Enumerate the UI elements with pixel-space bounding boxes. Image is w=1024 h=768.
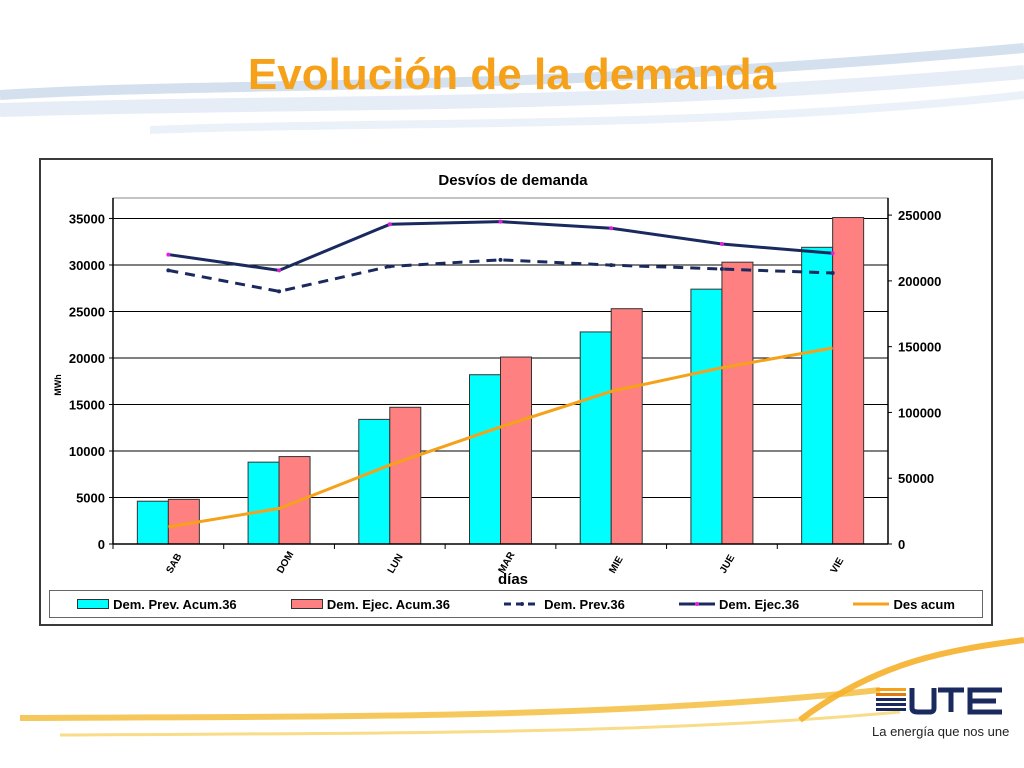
legend-swatch-des-acum xyxy=(853,602,890,606)
bar-dem-ejec-acum-36-jue xyxy=(721,261,754,545)
bar-dem-prev-acum-36-mie xyxy=(579,331,612,545)
bar-dem-prev-acum-36-vie xyxy=(801,246,834,545)
legend-swatch-ejec-acum xyxy=(290,599,323,609)
slide-title: Evolución de la demanda xyxy=(247,50,777,99)
point-dem-prev-36-lun xyxy=(387,264,392,269)
y2-tick-label-5: 250000 xyxy=(898,208,941,223)
point-dem-ejec-36-dom xyxy=(277,268,282,273)
y-tick-label-0: 0 xyxy=(98,537,105,552)
point-dem-ejec-36-mie xyxy=(609,226,614,231)
chart-title: Desvíos de demanda xyxy=(438,172,588,189)
legend-swatch-prev xyxy=(504,602,541,606)
y2-tick-label-0: 0 xyxy=(898,537,905,552)
ute-logo xyxy=(876,687,1002,715)
x-axis-label: días xyxy=(498,571,528,588)
legend-label-prev: Dem. Prev.36 xyxy=(544,596,625,612)
y2-axis-ticks: 0 50000 100000 150000 200000 250000 xyxy=(888,208,941,552)
x-axis-ticks: SAB DOM LUN MAR MIE JUE VIE xyxy=(112,544,847,576)
x-tick-label-5: JUE xyxy=(718,553,737,576)
x-tick-label-4: MIE xyxy=(607,554,626,575)
bars-group xyxy=(136,217,865,545)
y2-tick-label-4: 200000 xyxy=(898,274,941,289)
line-des-acum xyxy=(168,346,833,529)
y-tick-label-2: 10000 xyxy=(69,444,105,459)
point-dem-ejec-36-lun xyxy=(387,222,392,227)
legend-item-ejec-acum: Dem. Ejec. Acum.36 xyxy=(290,596,450,612)
y-tick-label-7: 35000 xyxy=(69,211,105,226)
point-dem-prev-36-vie xyxy=(830,270,835,275)
x-tick-label-6: VIE xyxy=(829,556,847,576)
point-dem-prev-36-mie xyxy=(609,263,614,268)
chart-frame: Desvíos de demanda 0 5000 10000 15000 20000 2… xyxy=(39,158,993,626)
legend-item-ejec: Dem. Ejec.36 xyxy=(679,597,799,612)
bar-dem-ejec-acum-36-vie xyxy=(832,217,865,545)
x-tick-label-0: SAB xyxy=(164,552,184,576)
point-dem-ejec-36-vie xyxy=(830,251,835,256)
y2-tick-label-2: 100000 xyxy=(898,405,941,420)
y-axis-ticks: 0 5000 10000 15000 20000 25000 30000 35000 xyxy=(69,211,113,552)
point-dem-prev-36-mar xyxy=(498,257,503,262)
y2-tick-label-1: 50000 xyxy=(898,471,934,486)
bar-dem-ejec-acum-36-dom xyxy=(278,456,311,545)
legend-label-ejec: Dem. Ejec.36 xyxy=(719,596,800,612)
y-tick-label-3: 15000 xyxy=(69,397,105,412)
legend-swatch-prev-acum xyxy=(77,599,110,609)
point-dem-ejec-36-jue xyxy=(719,242,724,247)
legend-label-prev-acum: Dem. Prev. Acum.36 xyxy=(113,596,237,612)
y-tick-label-5: 25000 xyxy=(69,304,105,319)
bar-dem-prev-acum-36-mar xyxy=(469,374,501,545)
y-tick-label-4: 20000 xyxy=(69,351,105,366)
point-dem-prev-36-sab xyxy=(166,268,171,273)
legend-swatch-ejec xyxy=(679,602,716,606)
legend-label-ejec-acum: Dem. Ejec. Acum.36 xyxy=(326,596,450,612)
point-dem-prev-36-jue xyxy=(719,267,724,272)
legend-item-prev-acum: Dem. Prev. Acum.36 xyxy=(77,597,237,612)
logo-mark-icon xyxy=(876,688,906,711)
legend-item-des-acum: Des acum xyxy=(853,596,955,612)
chart-canvas: Desvíos de demanda 0 5000 10000 15000 20000 2… xyxy=(53,172,941,588)
point-dem-ejec-36-mar xyxy=(498,219,503,224)
bar-dem-prev-acum-36-jue xyxy=(690,288,723,545)
y-tick-label-1: 5000 xyxy=(76,490,105,505)
logo-tagline: La energía que nos une xyxy=(872,724,1010,739)
bar-dem-prev-acum-36-dom xyxy=(247,461,280,545)
point-dem-prev-36-dom xyxy=(277,289,282,294)
y2-tick-label-3: 150000 xyxy=(898,340,941,355)
bar-dem-ejec-acum-36-mie xyxy=(610,308,643,545)
y-axis-label: MWh xyxy=(53,374,63,396)
bar-dem-prev-acum-36-lun xyxy=(358,418,391,545)
legend-label-des-acum: Des acum xyxy=(893,596,955,612)
x-tick-label-1: DOM xyxy=(275,550,296,576)
legend-item-prev: Dem. Prev.36 xyxy=(504,597,625,612)
y-tick-label-6: 30000 xyxy=(69,258,105,273)
chart-legend: Dem. Prev. Acum.36 Dem. Ejec. Acum.36 De… xyxy=(49,590,983,618)
bar-dem-ejec-acum-36-lun xyxy=(389,406,422,545)
point-dem-ejec-36-sab xyxy=(166,252,171,257)
logo-wordmark-icon xyxy=(909,687,1002,715)
axes xyxy=(112,197,889,545)
lines-group xyxy=(166,219,835,529)
bar-dem-prev-acum-36-sab xyxy=(136,500,169,545)
bar-dem-ejec-acum-36-mar xyxy=(500,356,532,545)
x-tick-label-2: LUN xyxy=(386,552,406,575)
